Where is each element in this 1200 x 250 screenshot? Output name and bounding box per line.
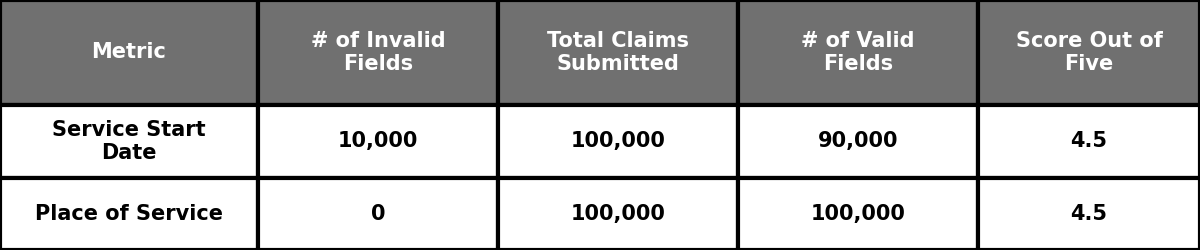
Text: 10,000: 10,000 [338, 131, 418, 151]
Bar [258, 178, 498, 250]
Bar [978, 0, 1200, 105]
Text: Metric: Metric [91, 42, 167, 62]
Text: 4.5: 4.5 [1070, 131, 1108, 151]
Bar [738, 178, 978, 250]
Bar [978, 105, 1200, 178]
Text: 100,000: 100,000 [570, 204, 666, 224]
Text: Total Claims
Submitted: Total Claims Submitted [547, 31, 689, 74]
Bar [258, 0, 498, 105]
Bar [0, 0, 258, 105]
Text: # of Valid
Fields: # of Valid Fields [802, 31, 914, 74]
Text: 100,000: 100,000 [810, 204, 906, 224]
Bar [978, 178, 1200, 250]
Text: 100,000: 100,000 [570, 131, 666, 151]
Bar [738, 105, 978, 178]
Text: 4.5: 4.5 [1070, 204, 1108, 224]
Text: Service Start
Date: Service Start Date [52, 120, 206, 163]
Text: # of Invalid
Fields: # of Invalid Fields [311, 31, 445, 74]
Bar [258, 105, 498, 178]
Bar [498, 105, 738, 178]
Text: Place of Service: Place of Service [35, 204, 223, 224]
Bar [0, 105, 258, 178]
Bar [738, 0, 978, 105]
Bar [498, 178, 738, 250]
Bar [0, 178, 258, 250]
Text: 0: 0 [371, 204, 385, 224]
Bar [498, 0, 738, 105]
Text: 90,000: 90,000 [817, 131, 899, 151]
Text: Score Out of
Five: Score Out of Five [1015, 31, 1163, 74]
